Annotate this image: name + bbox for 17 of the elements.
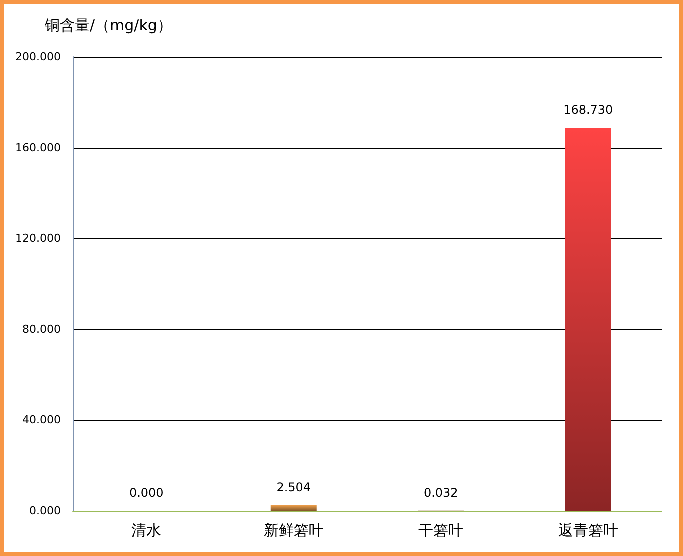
bar — [565, 128, 612, 511]
y-tick-label: 0.000 — [30, 504, 61, 518]
y-tick-label: 80.000 — [22, 322, 61, 336]
y-tick-label: 120.000 — [16, 232, 61, 246]
data-label: 0.032 — [424, 486, 458, 500]
y-tick-label: 200.000 — [16, 50, 61, 64]
data-label: 0.000 — [129, 486, 164, 500]
x-tick-label: 清水 — [132, 522, 162, 540]
x-tick-label: 干箬叶 — [418, 522, 464, 540]
y-tick-label: 40.000 — [22, 414, 61, 427]
y-tick-label: 160.000 — [16, 141, 61, 154]
x-tick-label: 返青箬叶 — [558, 522, 618, 540]
data-label: 168.730 — [564, 102, 614, 117]
x-tick-label: 新鲜箬叶 — [264, 522, 324, 540]
data-label: 2.504 — [276, 480, 312, 494]
y-axis-title: 铜含量/（mg/kg） — [44, 16, 172, 34]
bar — [270, 505, 317, 511]
